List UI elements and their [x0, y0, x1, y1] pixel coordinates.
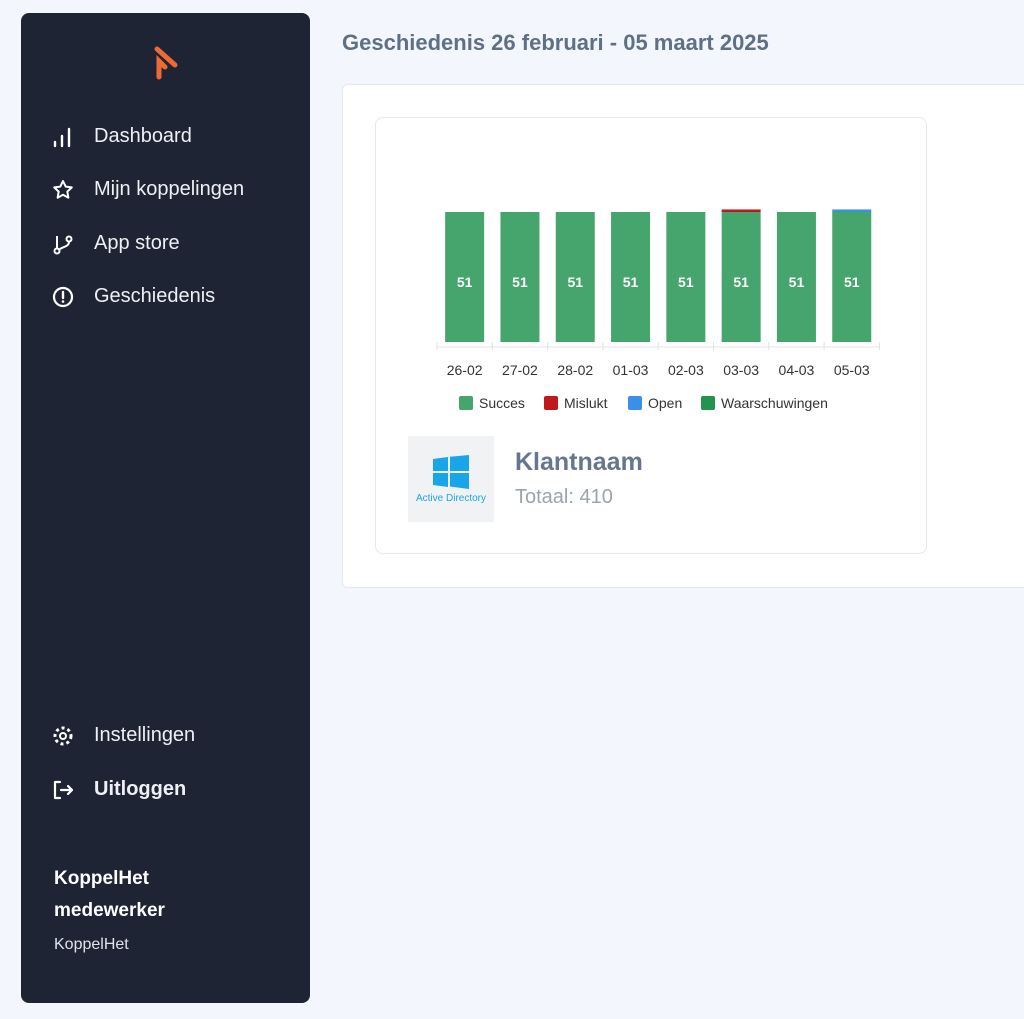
bar-succes [500, 212, 540, 342]
customer-name: Klantnaam [515, 448, 643, 476]
legend-swatch [628, 396, 642, 410]
koppelhet-logo [154, 46, 178, 80]
bar-mislukt [721, 209, 761, 212]
x-tick-label: 28-02 [557, 362, 593, 378]
sidebar-item-label: Mijn koppelingen [94, 178, 245, 200]
sidebar-item-instellingen[interactable]: Instellingen [52, 724, 195, 747]
git-branch-icon [52, 233, 74, 255]
alert-circle-icon [52, 286, 74, 308]
legend-swatch [701, 396, 715, 410]
bar-value-label: 51 [512, 274, 528, 290]
bar-succes [611, 212, 651, 342]
sidebar-item-label: App store [94, 232, 180, 254]
x-tick-label: 27-02 [502, 362, 538, 378]
user-name: KoppelHet medewerker [54, 868, 165, 921]
legend-label: Waarschuwingen [721, 395, 828, 411]
legend-label: Open [648, 395, 682, 411]
bar-value-label: 51 [678, 274, 694, 290]
sidebar: Dashboard Mijn koppelingen App store Ges… [21, 13, 310, 1003]
sidebar-item-mijn-koppelingen[interactable]: Mijn koppelingen [52, 178, 244, 201]
x-tick-label: 02-03 [668, 362, 704, 378]
bar-succes [555, 212, 595, 342]
active-directory-logo: Active Directory [408, 436, 494, 522]
windows-icon [433, 454, 469, 489]
logout-button[interactable]: Uitloggen [52, 778, 186, 801]
total-count: Totaal: 410 [515, 486, 613, 508]
bar-succes [832, 212, 872, 342]
user-organization: KoppelHet [54, 936, 129, 953]
page-title: Geschiedenis 26 februari - 05 maart 2025 [342, 30, 769, 55]
legend-swatch [544, 396, 558, 410]
bar-chart-icon [52, 126, 74, 148]
sidebar-item-dashboard[interactable]: Dashboard [52, 125, 192, 148]
x-tick-label: 01-03 [613, 362, 649, 378]
bar-value-label: 51 [457, 274, 473, 290]
bar-succes [445, 212, 485, 342]
bar-value-label: 51 [733, 274, 749, 290]
legend-label: Mislukt [564, 395, 608, 411]
bar-succes [721, 212, 761, 342]
bar-succes [666, 212, 706, 342]
sidebar-item-label: Geschiedenis [94, 285, 216, 307]
sidebar-item-app-store[interactable]: App store [52, 232, 180, 255]
legend-label: Succes [479, 395, 525, 411]
sidebar-item-geschiedenis[interactable]: Geschiedenis [52, 285, 215, 308]
x-tick-label: 05-03 [834, 362, 870, 378]
sidebar-item-label: Dashboard [94, 125, 192, 147]
logout-icon [52, 779, 74, 801]
bar-value-label: 51 [844, 274, 860, 290]
legend-swatch [459, 396, 473, 410]
sidebar-item-label: Uitloggen [94, 778, 187, 800]
x-tick-label: 26-02 [447, 362, 483, 378]
star-icon [52, 179, 74, 201]
bar-value-label: 51 [789, 274, 805, 290]
bar-value-label: 51 [567, 274, 583, 290]
x-tick-label: 04-03 [779, 362, 815, 378]
bar-succes [776, 212, 816, 342]
bar-open [832, 209, 872, 212]
logo-text: Active Directory [415, 492, 486, 504]
x-tick-label: 03-03 [723, 362, 759, 378]
history-chart: 51 26-02 51 27-02 51 28-02 51 01-03 51 02-03 51 03-… [436, 209, 880, 411]
bar-value-label: 51 [623, 274, 639, 290]
gear-icon [52, 725, 74, 747]
sidebar-item-label: Instellingen [94, 724, 196, 746]
